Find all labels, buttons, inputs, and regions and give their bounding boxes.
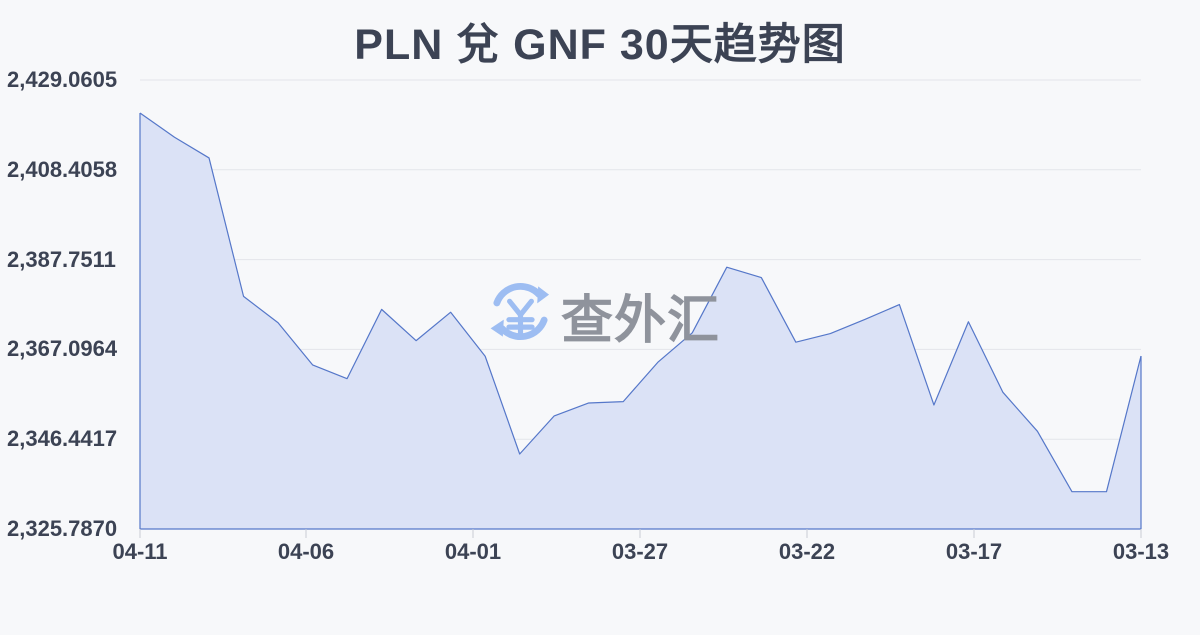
svg-text:2,367.0964: 2,367.0964 — [7, 336, 118, 361]
svg-text:2,429.0605: 2,429.0605 — [7, 67, 117, 92]
svg-text:2,387.7511: 2,387.7511 — [7, 247, 116, 272]
svg-text:03-22: 03-22 — [779, 539, 835, 564]
svg-text:03-17: 03-17 — [946, 539, 1002, 564]
svg-text:03-13: 03-13 — [1113, 539, 1169, 564]
svg-text:2,408.4058: 2,408.4058 — [7, 157, 117, 182]
svg-text:04-06: 04-06 — [278, 539, 334, 564]
svg-text:04-01: 04-01 — [445, 539, 501, 564]
svg-text:04-11: 04-11 — [112, 539, 167, 564]
svg-text:2,346.4417: 2,346.4417 — [7, 426, 117, 451]
svg-text:2,325.7870: 2,325.7870 — [7, 516, 117, 541]
svg-text:03-27: 03-27 — [612, 539, 668, 564]
